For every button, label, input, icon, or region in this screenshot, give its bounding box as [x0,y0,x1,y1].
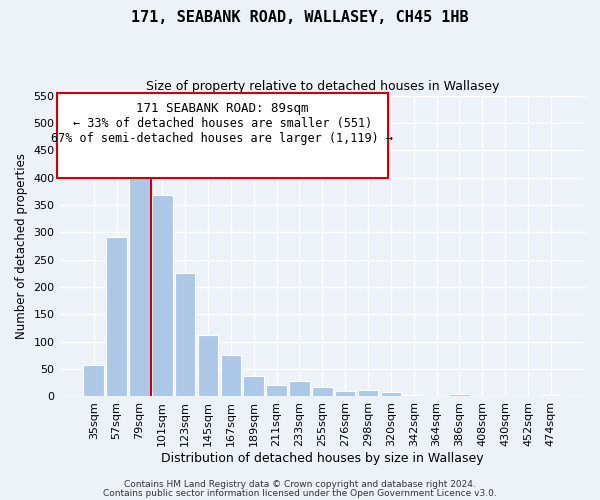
Bar [152,195,173,396]
Bar [335,391,355,396]
Text: 171 SEABANK ROAD: 89sqm: 171 SEABANK ROAD: 89sqm [136,102,308,114]
Text: ← 33% of detached houses are smaller (551): ← 33% of detached houses are smaller (55… [73,116,372,130]
Text: 67% of semi-detached houses are larger (1,119) →: 67% of semi-detached houses are larger (… [52,132,394,144]
Bar [541,395,561,396]
Bar [83,366,104,396]
Bar [289,380,310,396]
Bar [358,390,378,396]
Bar [266,385,287,396]
X-axis label: Distribution of detached houses by size in Wallasey: Distribution of detached houses by size … [161,452,484,465]
Y-axis label: Number of detached properties: Number of detached properties [15,153,28,339]
Bar [198,334,218,396]
Bar [221,355,241,397]
Bar [106,238,127,396]
Bar [244,376,264,396]
Bar [449,394,470,396]
Text: 171, SEABANK ROAD, WALLASEY, CH45 1HB: 171, SEABANK ROAD, WALLASEY, CH45 1HB [131,10,469,25]
Bar [129,161,150,396]
Bar [175,273,196,396]
Title: Size of property relative to detached houses in Wallasey: Size of property relative to detached ho… [146,80,499,93]
Bar [380,392,401,396]
Text: Contains HM Land Registry data © Crown copyright and database right 2024.: Contains HM Land Registry data © Crown c… [124,480,476,489]
Bar [312,387,332,396]
Text: Contains public sector information licensed under the Open Government Licence v3: Contains public sector information licen… [103,488,497,498]
